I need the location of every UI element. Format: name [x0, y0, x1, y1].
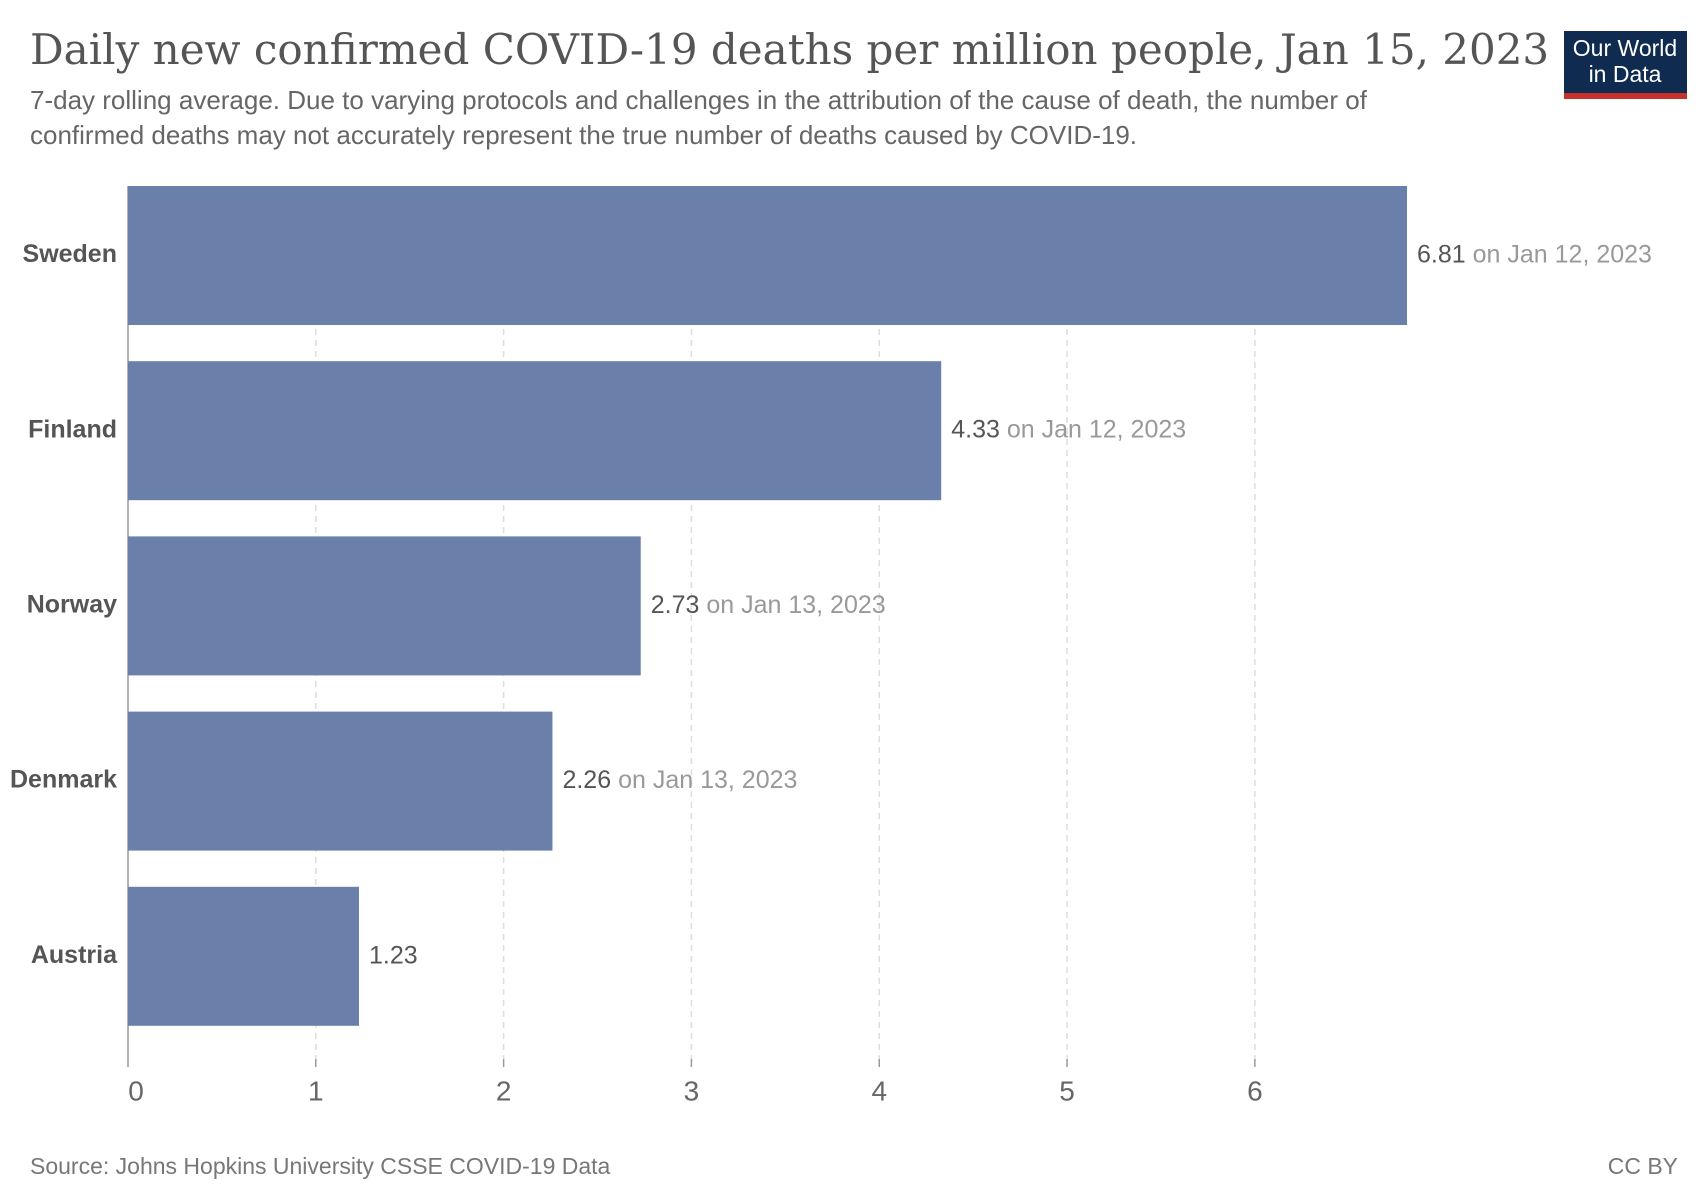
logo-box	[1564, 31, 1687, 93]
y-tick-label: Norway	[27, 591, 117, 619]
license: CC BY	[1608, 1153, 1678, 1179]
value-label: 1.23	[369, 941, 418, 969]
value-number: 1.23	[369, 941, 418, 969]
value-date: on Jan 13, 2023	[618, 766, 797, 794]
value-label: 2.73 on Jan 13, 2023	[651, 591, 886, 619]
value-label: 2.26 on Jan 13, 2023	[562, 766, 797, 794]
logo-text: Our World	[1573, 35, 1677, 61]
logo-stripe	[1564, 93, 1687, 99]
y-tick-label: Austria	[31, 941, 118, 969]
source: Source: Johns Hopkins University CSSE CO…	[30, 1153, 611, 1179]
x-tick-label: 4	[871, 1075, 887, 1106]
value-label: 4.33 on Jan 12, 2023	[951, 415, 1186, 443]
value-number: 2.26	[562, 766, 611, 794]
x-tick-label: 3	[684, 1075, 700, 1106]
bar	[128, 886, 360, 1026]
y-tick-label: Denmark	[10, 766, 117, 794]
chart-subtitle: confirmed deaths may not accurately repr…	[30, 120, 1137, 150]
value-date: on Jan 13, 2023	[706, 591, 885, 619]
x-tick-label: 5	[1059, 1075, 1075, 1106]
y-tick-label: Finland	[28, 415, 117, 443]
value-number: 6.81	[1417, 240, 1466, 268]
bar	[128, 186, 1407, 325]
x-tick-label: 2	[496, 1075, 512, 1106]
bar	[128, 361, 942, 501]
chart-title: Daily new confirmed COVID-19 deaths per …	[30, 25, 1549, 74]
value-date: on Jan 12, 2023	[1007, 415, 1186, 443]
value-number: 4.33	[951, 415, 1000, 443]
x-tick-label: 6	[1247, 1075, 1263, 1106]
x-tick-label: 0	[128, 1075, 144, 1106]
x-tick-label: 1	[308, 1075, 324, 1106]
logo-text: in Data	[1589, 61, 1662, 87]
bar	[128, 711, 553, 851]
bar	[128, 536, 641, 676]
y-tick-label: Sweden	[23, 240, 117, 268]
chart-subtitle: 7-day rolling average. Due to varying pr…	[30, 85, 1368, 115]
value-label: 6.81 on Jan 12, 2023	[1417, 240, 1652, 268]
value-number: 2.73	[651, 591, 700, 619]
value-date: on Jan 12, 2023	[1473, 240, 1652, 268]
